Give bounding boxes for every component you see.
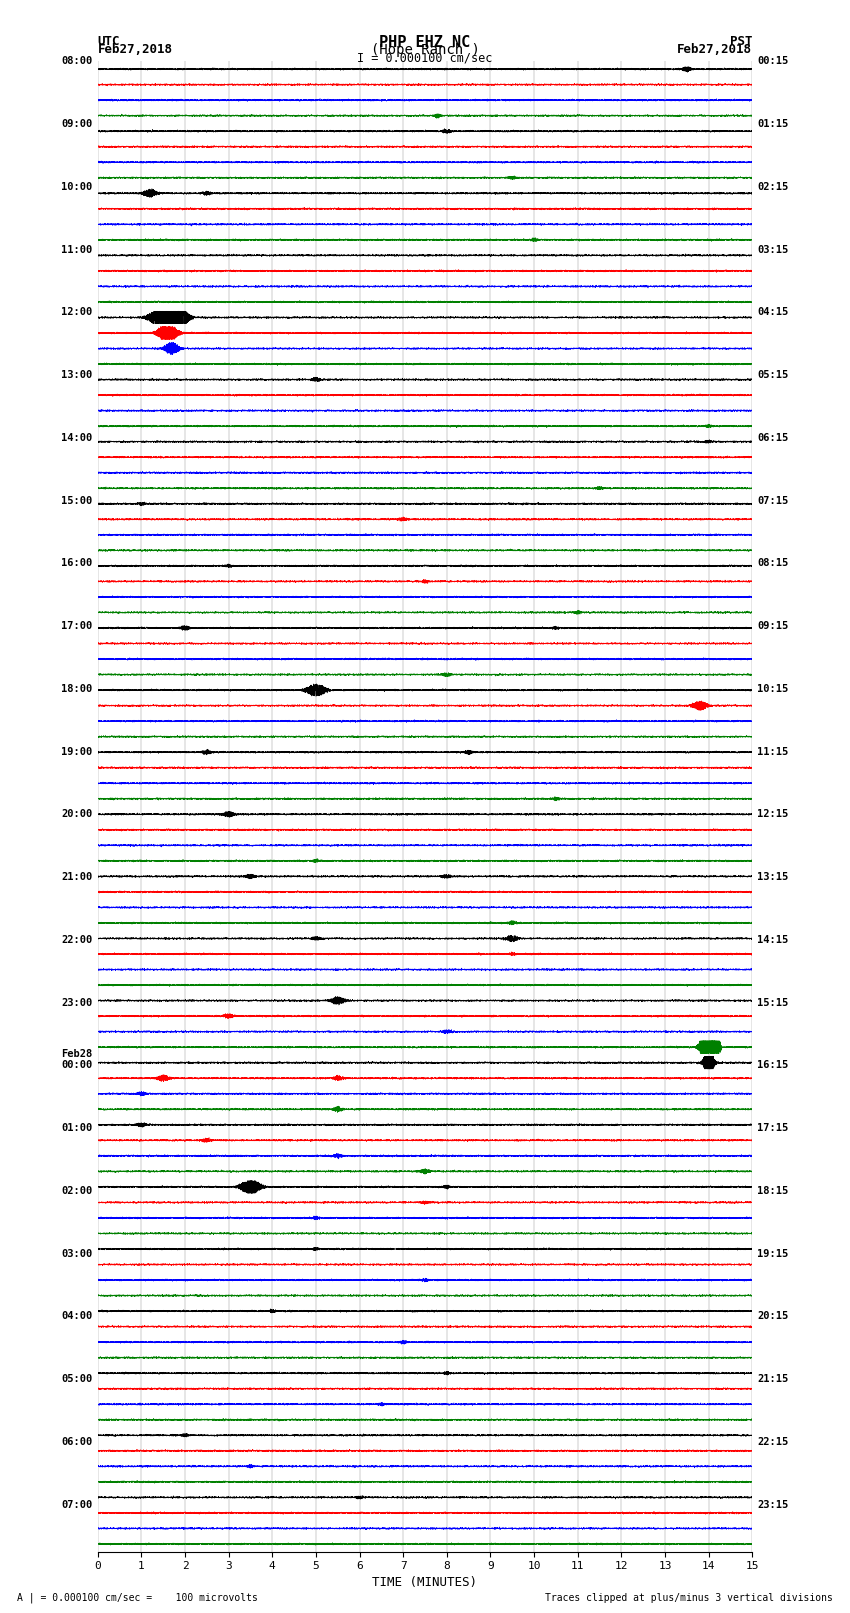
Text: 06:15: 06:15 [757,432,789,444]
Text: 20:15: 20:15 [757,1311,789,1321]
Text: 18:00: 18:00 [61,684,93,694]
Text: 18:15: 18:15 [757,1186,789,1195]
Text: 13:15: 13:15 [757,873,789,882]
Text: 09:00: 09:00 [61,119,93,129]
Text: 01:15: 01:15 [757,119,789,129]
Text: 06:00: 06:00 [61,1437,93,1447]
Text: 11:15: 11:15 [757,747,789,756]
Text: 23:00: 23:00 [61,997,93,1008]
Text: 22:15: 22:15 [757,1437,789,1447]
Text: Feb27,2018: Feb27,2018 [98,44,173,56]
Text: 10:00: 10:00 [61,182,93,192]
Text: 15:15: 15:15 [757,997,789,1008]
Text: Feb27,2018: Feb27,2018 [677,44,752,56]
Text: 05:15: 05:15 [757,369,789,381]
Text: 09:15: 09:15 [757,621,789,631]
Text: 10:15: 10:15 [757,684,789,694]
Text: 19:15: 19:15 [757,1248,789,1258]
Text: 19:00: 19:00 [61,747,93,756]
Text: 04:00: 04:00 [61,1311,93,1321]
Text: Feb28: Feb28 [61,1050,93,1060]
Text: 23:15: 23:15 [757,1500,789,1510]
Text: 02:15: 02:15 [757,182,789,192]
Text: 20:00: 20:00 [61,810,93,819]
Text: PST: PST [730,35,752,48]
Text: (Hope Ranch ): (Hope Ranch ) [371,44,479,56]
Text: 17:15: 17:15 [757,1123,789,1132]
Text: 17:00: 17:00 [61,621,93,631]
Text: 12:00: 12:00 [61,308,93,318]
Text: 14:00: 14:00 [61,432,93,444]
Text: 21:00: 21:00 [61,873,93,882]
Text: 05:00: 05:00 [61,1374,93,1384]
Text: 08:15: 08:15 [757,558,789,568]
Text: PHP EHZ NC: PHP EHZ NC [379,35,471,50]
Text: 15:00: 15:00 [61,495,93,505]
Text: 13:00: 13:00 [61,369,93,381]
Text: UTC: UTC [98,35,120,48]
Text: 08:00: 08:00 [61,56,93,66]
Text: I = 0.000100 cm/sec: I = 0.000100 cm/sec [357,52,493,65]
Text: 04:15: 04:15 [757,308,789,318]
Text: 07:15: 07:15 [757,495,789,505]
Text: 00:00: 00:00 [61,1060,93,1071]
Text: 12:15: 12:15 [757,810,789,819]
X-axis label: TIME (MINUTES): TIME (MINUTES) [372,1576,478,1589]
Text: 22:00: 22:00 [61,936,93,945]
Text: 01:00: 01:00 [61,1123,93,1132]
Text: 03:15: 03:15 [757,245,789,255]
Text: 00:15: 00:15 [757,56,789,66]
Text: A | = 0.000100 cm/sec =    100 microvolts: A | = 0.000100 cm/sec = 100 microvolts [17,1592,258,1603]
Text: 02:00: 02:00 [61,1186,93,1195]
Text: 21:15: 21:15 [757,1374,789,1384]
Text: 11:00: 11:00 [61,245,93,255]
Text: 14:15: 14:15 [757,936,789,945]
Text: 16:15: 16:15 [757,1060,789,1071]
Text: 16:00: 16:00 [61,558,93,568]
Text: 07:00: 07:00 [61,1500,93,1510]
Text: Traces clipped at plus/minus 3 vertical divisions: Traces clipped at plus/minus 3 vertical … [545,1594,833,1603]
Text: 03:00: 03:00 [61,1248,93,1258]
